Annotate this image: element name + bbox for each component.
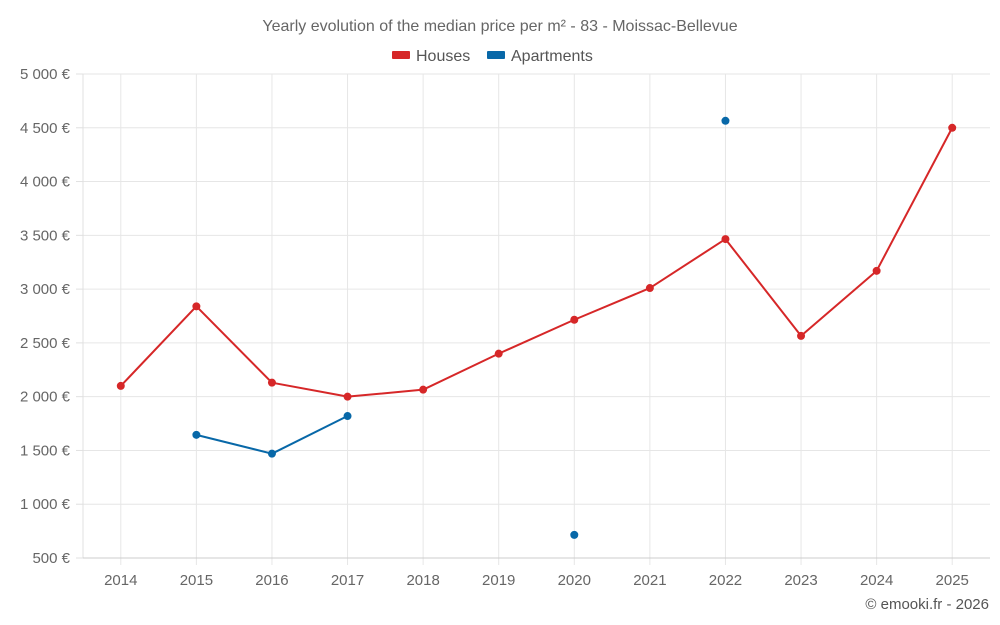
y-tick-label: 3 000 €: [20, 281, 71, 298]
y-tick-label: 3 500 €: [20, 227, 71, 244]
data-point-houses-2015[interactable]: [192, 302, 201, 311]
y-tick-label: 500 €: [32, 550, 70, 567]
legend-item-apartments[interactable]: Apartments: [487, 48, 593, 65]
y-tick-label: 2 000 €: [20, 389, 71, 406]
data-point-houses-2022[interactable]: [721, 235, 730, 244]
series-line-segment-houses: [497, 318, 576, 355]
series-line-segment-houses: [195, 305, 273, 384]
series: [116, 116, 957, 539]
series-line-segment-houses: [346, 388, 425, 398]
series-line-segment-houses: [422, 352, 500, 391]
x-tick-label: 2024: [860, 572, 893, 589]
x-tick-label: 2025: [936, 572, 969, 589]
y-tick-label: 5 000 €: [20, 66, 71, 83]
series-line-segment-houses: [573, 287, 651, 321]
series-houses: [116, 123, 957, 401]
legend-label-houses: Houses: [416, 48, 470, 65]
x-tick-label: 2022: [709, 572, 742, 589]
x-tick-label: 2023: [784, 572, 817, 589]
x-axis: 2014 2015 2016 2017 2018 2019 2020 2021 2022 2023…: [83, 557, 990, 589]
legend: Houses Apartments: [392, 48, 593, 65]
data-point-houses-2023[interactable]: [797, 331, 806, 340]
data-point-apartments-2015[interactable]: [192, 430, 201, 439]
series-line-segment-houses: [270, 381, 349, 398]
legend-label-apartments: Apartments: [511, 48, 593, 65]
y-tick-label: 4 500 €: [20, 120, 71, 137]
y-tick-label: 1 500 €: [20, 442, 71, 459]
data-point-houses-2018[interactable]: [419, 385, 428, 394]
x-tick-label: 2016: [255, 572, 288, 589]
x-tick-label: 2017: [331, 572, 364, 589]
series-line-segment-apartments: [270, 415, 349, 455]
x-tick-label: 2021: [633, 572, 666, 589]
data-point-houses-2024[interactable]: [872, 266, 881, 275]
series-line-segment-houses: [800, 269, 878, 337]
y-tick-label: 4 000 €: [20, 174, 71, 191]
data-point-apartments-2017[interactable]: [343, 412, 352, 421]
grid: [83, 73, 990, 565]
data-point-houses-2025[interactable]: [948, 123, 957, 132]
series-line-segment-apartments: [195, 433, 273, 455]
series-line-segment-houses: [648, 238, 727, 290]
y-tick-label: 2 500 €: [20, 335, 71, 352]
x-tick-label: 2015: [180, 572, 213, 589]
data-point-houses-2016[interactable]: [267, 378, 276, 387]
series-line-segment-houses: [119, 305, 198, 387]
legend-swatch-apartments: [487, 51, 505, 59]
series-apartments: [192, 116, 730, 539]
x-tick-label: 2014: [104, 572, 137, 589]
credit-text: © emooki.fr - 2026: [865, 596, 989, 613]
series-line-segment-houses: [875, 126, 954, 272]
data-point-apartments-2022[interactable]: [721, 116, 730, 125]
data-point-apartments-2016[interactable]: [267, 449, 276, 458]
series-line-segment-houses: [724, 238, 803, 337]
legend-swatch-houses: [392, 51, 410, 59]
data-point-houses-2021[interactable]: [645, 284, 654, 293]
x-tick-label: 2020: [558, 572, 591, 589]
y-tick-label: 1 000 €: [20, 496, 71, 513]
data-point-apartments-2020[interactable]: [570, 530, 579, 539]
x-tick-label: 2019: [482, 572, 515, 589]
y-axis: 500 € 1 000 € 1 500 € 2 000 € 2 500 € 3 000 €…: [20, 66, 84, 567]
chart-title: Yearly evolution of the median price per…: [262, 18, 737, 35]
legend-item-houses[interactable]: Houses: [392, 48, 470, 65]
data-point-houses-2020[interactable]: [570, 315, 579, 324]
data-point-houses-2019[interactable]: [494, 349, 503, 358]
data-point-houses-2014[interactable]: [116, 381, 125, 390]
data-point-houses-2017[interactable]: [343, 392, 352, 401]
x-tick-label: 2018: [406, 572, 439, 589]
